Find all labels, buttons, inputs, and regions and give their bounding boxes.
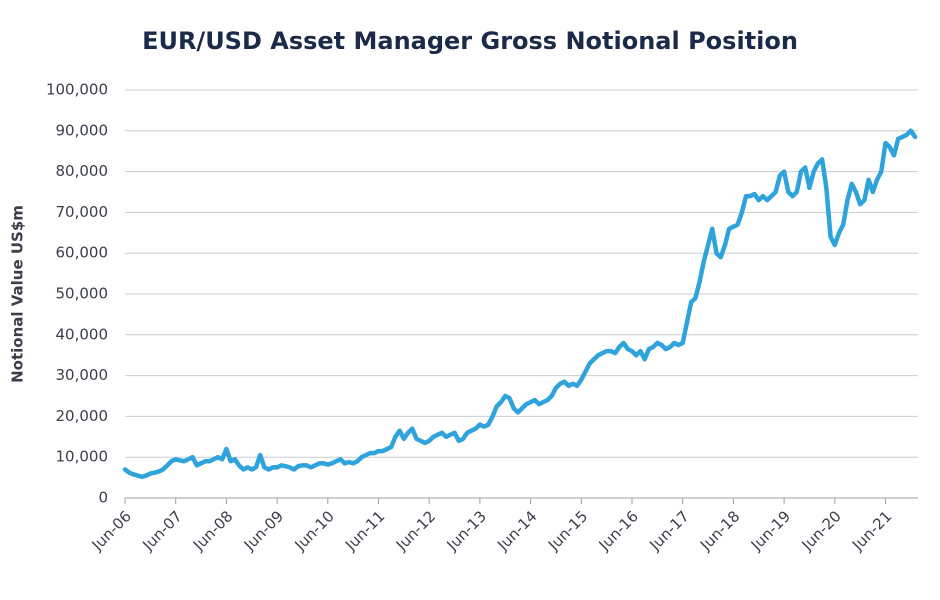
x-tick-label: Jun-11 bbox=[341, 507, 388, 554]
y-tick-label: 0 bbox=[98, 489, 108, 507]
x-tick-label: Jun-08 bbox=[189, 507, 236, 554]
chart-title: EUR/USD Asset Manager Gross Notional Pos… bbox=[142, 27, 798, 55]
y-tick-label: 90,000 bbox=[56, 121, 109, 139]
x-tick-label: Jun-13 bbox=[443, 507, 490, 554]
x-tick-label: Jun-10 bbox=[290, 507, 337, 554]
y-tick-label: 70,000 bbox=[56, 203, 109, 221]
y-tick-label: 80,000 bbox=[56, 162, 109, 180]
x-tick-label: Jun-09 bbox=[240, 507, 287, 554]
y-tick-label: 30,000 bbox=[56, 366, 109, 384]
y-tick-label: 10,000 bbox=[56, 448, 109, 466]
y-tick-label: 60,000 bbox=[56, 244, 109, 262]
y-axis-label: Notional Value US$m bbox=[9, 205, 27, 383]
x-tick-label: Jun-07 bbox=[138, 507, 185, 554]
x-tick-label: Jun-18 bbox=[696, 507, 743, 554]
y-tick-label: 20,000 bbox=[56, 407, 109, 425]
y-tick-label: 40,000 bbox=[56, 325, 109, 343]
data-line bbox=[122, 128, 918, 480]
x-tick-label: Jun-06 bbox=[88, 507, 135, 554]
x-tick-label: Jun-20 bbox=[797, 507, 844, 554]
x-tick-label: Jun-17 bbox=[645, 507, 692, 554]
x-tick-label: Jun-12 bbox=[392, 507, 439, 554]
x-tick-label: Jun-19 bbox=[747, 507, 794, 554]
x-tick-label: Jun-16 bbox=[595, 507, 642, 554]
x-tick-label: Jun-15 bbox=[544, 507, 591, 554]
y-tick-label: 50,000 bbox=[56, 285, 109, 303]
x-tick-label: Jun-14 bbox=[493, 507, 540, 554]
y-tick-label: 100,000 bbox=[46, 81, 108, 99]
x-tick-label: Jun-21 bbox=[848, 507, 895, 554]
